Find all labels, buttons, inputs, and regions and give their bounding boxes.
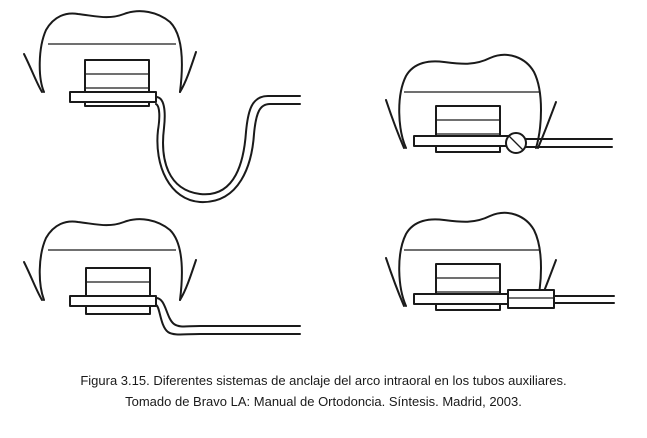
gingiva-right	[537, 101, 557, 149]
omega-loop-wire-inner	[155, 103, 301, 204]
gingiva-right	[179, 259, 197, 301]
auxiliary-tube	[69, 295, 157, 307]
offset-wire-inner	[155, 304, 301, 336]
archwire	[509, 138, 613, 148]
tooth-crown-outline	[398, 211, 542, 307]
caption-line-2: Tomado de Bravo LA: Manual de Ortodoncia…	[125, 394, 522, 409]
panel-top-right	[385, 53, 613, 154]
auxiliary-tube	[413, 293, 511, 305]
gingiva-left	[385, 257, 405, 307]
bracket-slots	[436, 119, 500, 135]
tooth-crown-outline	[38, 10, 183, 93]
caption-line-1: Figura 3.15. Diferentes sistemas de ancl…	[80, 373, 567, 388]
omega-loop-wire	[155, 95, 301, 196]
bracket-body	[85, 267, 151, 315]
tooth-crown-outline	[398, 53, 542, 149]
archwire	[553, 295, 615, 304]
bracket-slots	[436, 277, 500, 293]
offset-wire	[155, 297, 301, 328]
tooth-crown-outline	[38, 218, 183, 301]
sleeve-tube	[507, 289, 555, 309]
bracket-slots	[85, 73, 149, 89]
panel-top-left	[23, 10, 301, 204]
panel-bottom-right	[385, 211, 615, 311]
gingiva-left	[23, 261, 43, 301]
auxiliary-tube	[69, 91, 157, 103]
gingiva-left	[23, 53, 43, 93]
screw-slot	[508, 135, 524, 151]
figure-caption: Figura 3.15. Diferentes sistemas de ancl…	[0, 370, 647, 412]
gingiva-right	[179, 51, 197, 93]
auxiliary-tube	[413, 135, 511, 147]
panel-bottom-left	[23, 218, 301, 336]
gingiva-left	[385, 99, 405, 149]
